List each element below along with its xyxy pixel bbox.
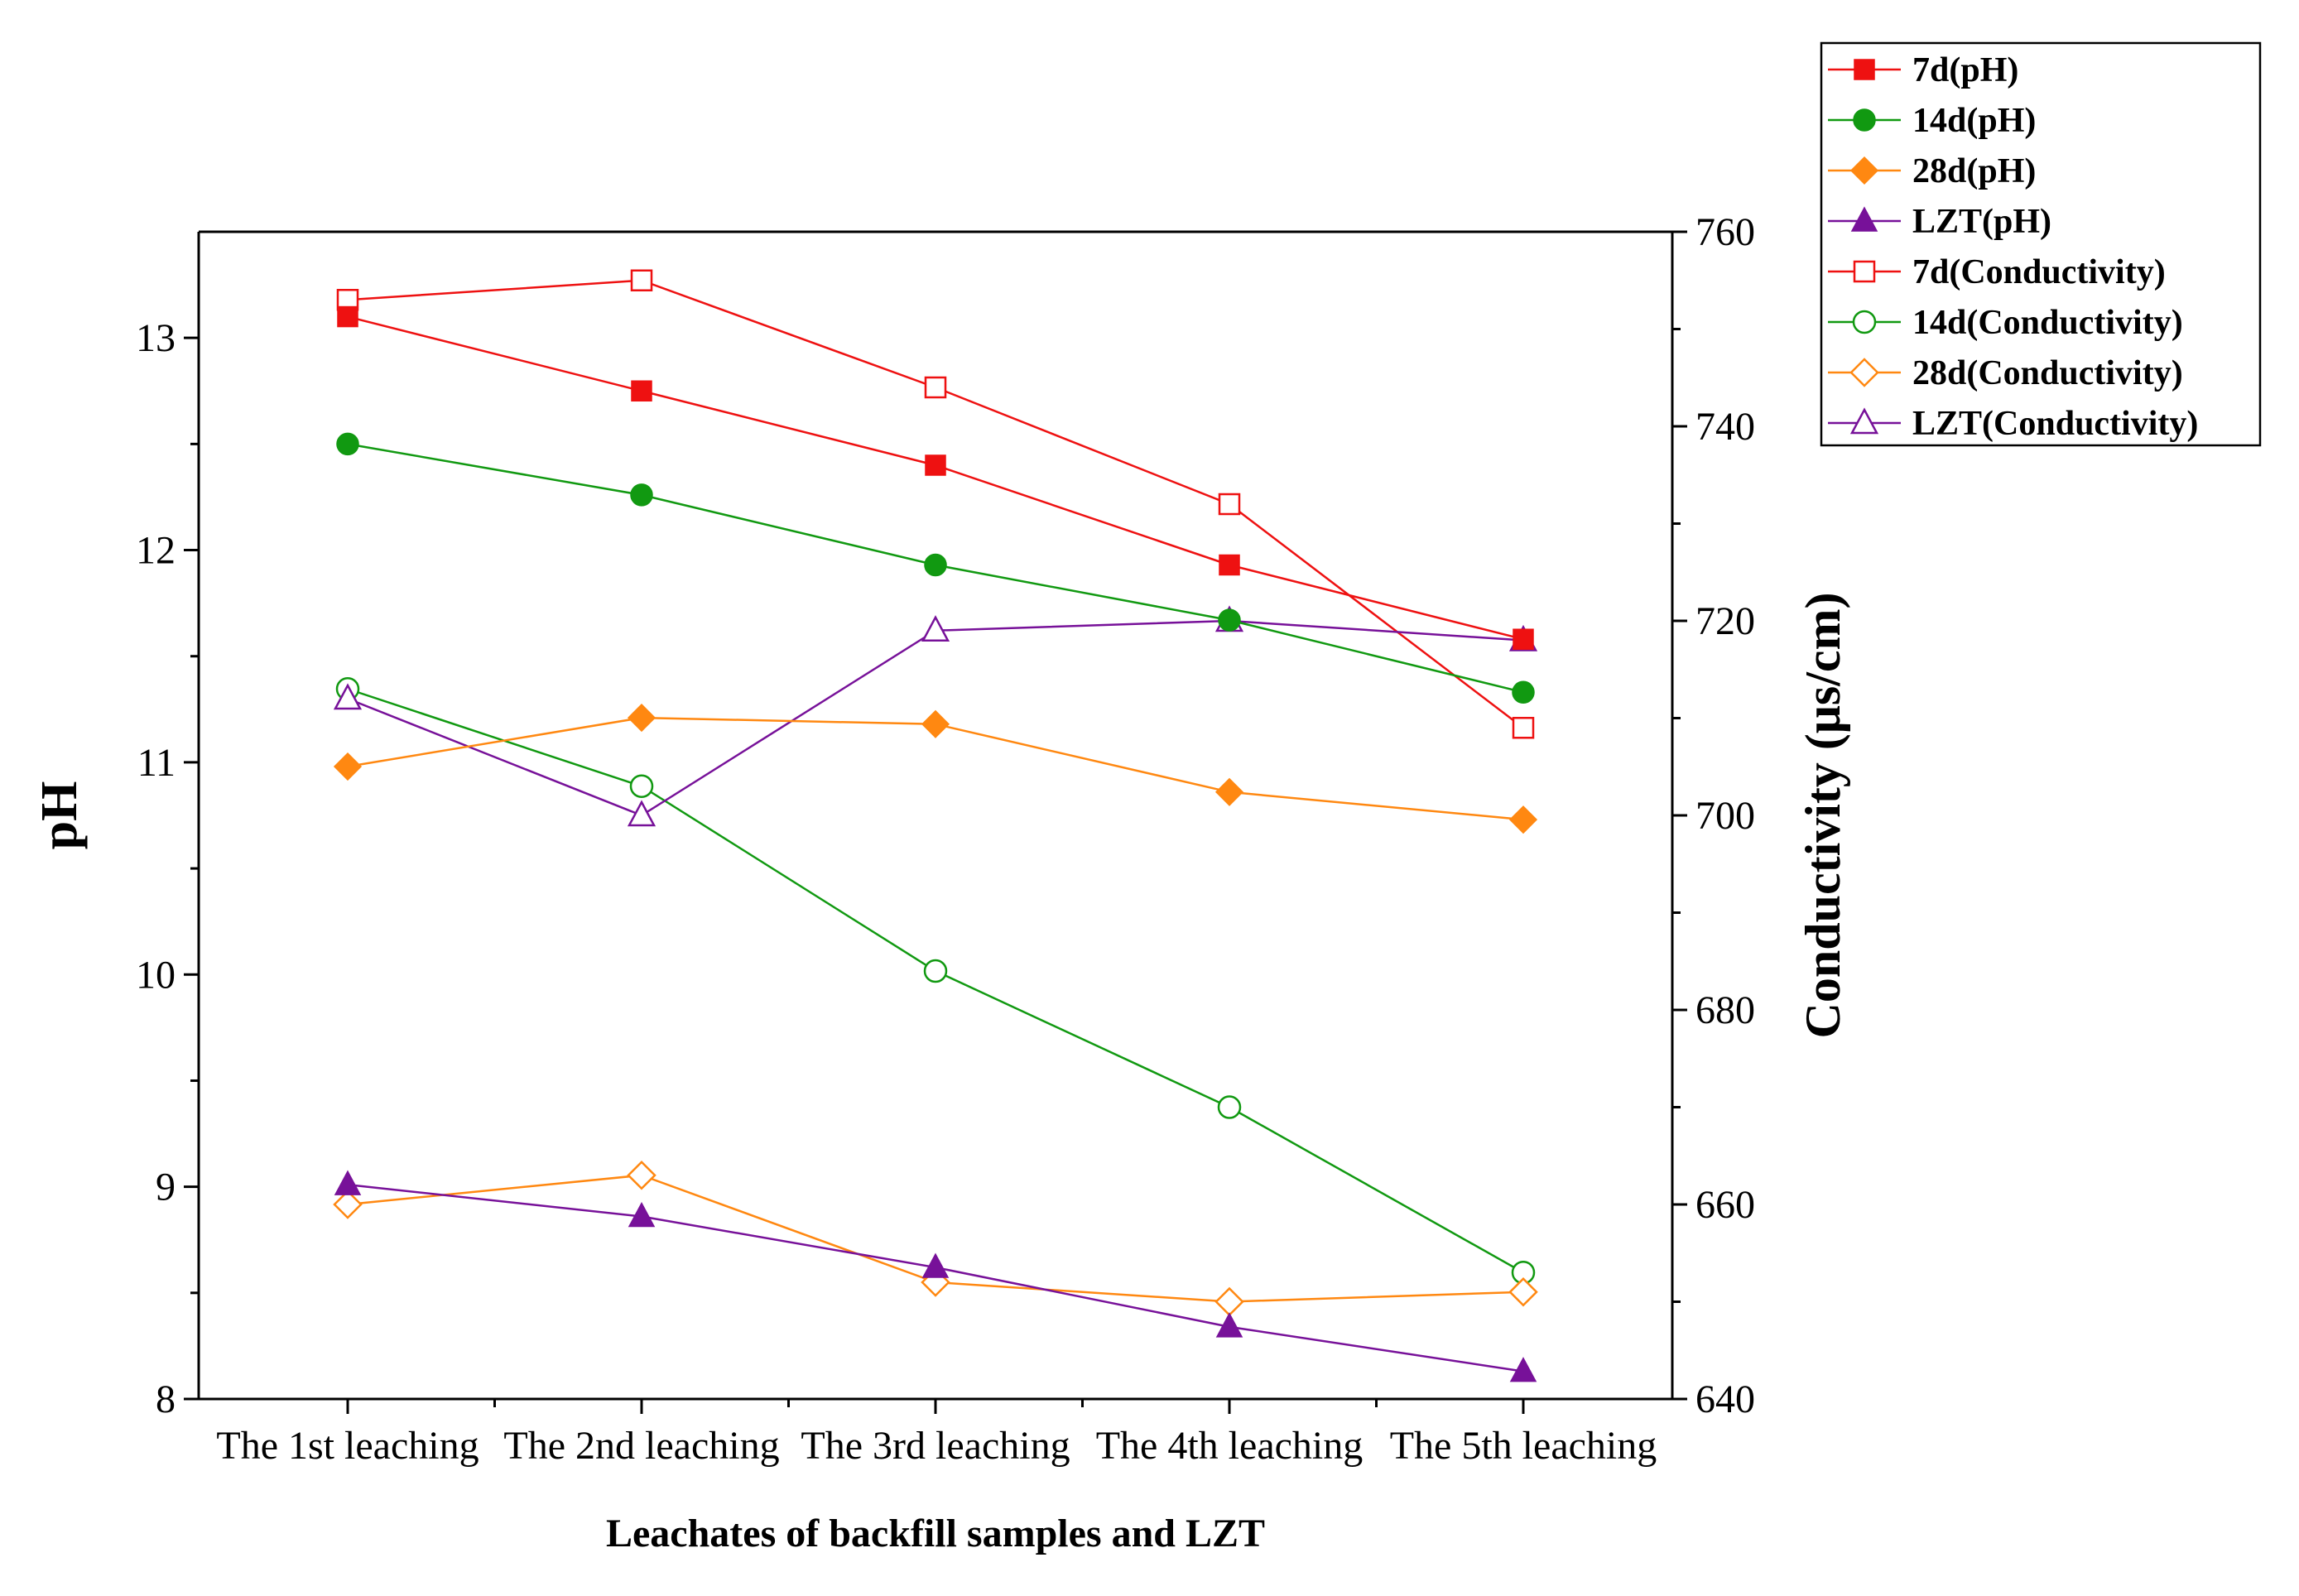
28d-conductivity-point: [627, 1160, 657, 1190]
lzt-ph-point: [921, 1252, 950, 1278]
left-y-tick-label: 13: [136, 316, 176, 360]
legend-marker-28d-ph: [1849, 156, 1879, 185]
legend-marker-7d-ph: [1854, 59, 1875, 80]
7d-ph-point: [1219, 554, 1240, 576]
7d-ph-point: [1513, 628, 1534, 650]
lzt-conductivity-point: [333, 683, 363, 710]
7d-ph-point: [631, 380, 652, 402]
28d-ph-point: [627, 704, 657, 733]
right-y-tick-label: 760: [1695, 210, 1755, 254]
right-y-tick-label: 720: [1695, 599, 1755, 643]
28d-ph-point: [333, 752, 363, 781]
7d-ph-line: [347, 315, 1524, 641]
plot-frame: [197, 230, 1674, 1401]
legend-marker-28d-conductivity: [1849, 358, 1879, 387]
series-markers: [333, 269, 1538, 1382]
7d-conductivity-line: [347, 279, 1524, 729]
28d-conductivity-point: [333, 1190, 363, 1219]
legend-label-7d-conductivity: 7d(Conductivity): [1912, 253, 2166, 291]
legend-marker-7d-conductivity: [1853, 260, 1876, 283]
x-axis-title: Leachates of backfill samples and LZT: [606, 1512, 1265, 1555]
7d-ph-point: [925, 454, 946, 476]
14d-ph-point: [924, 553, 947, 577]
left-y-tick-label: 8: [156, 1377, 176, 1421]
14d-ph-point: [1512, 680, 1535, 704]
legend-label-lzt-ph: LZT(pH): [1912, 203, 2051, 241]
right-y-tick-label: 700: [1695, 794, 1755, 838]
legend: 7d(pH) 14d(pH) 28d(pH) LZT(pH) 7d(Conductivi…: [1820, 41, 2262, 447]
14d-conductivity-point: [1217, 1095, 1242, 1119]
7d-conductivity-point: [1218, 493, 1241, 516]
7d-conductivity-point: [924, 376, 947, 399]
legend-box: [1820, 41, 2262, 447]
left-y-tick-label: 10: [136, 953, 176, 997]
28d-ph-point: [1214, 777, 1244, 806]
left-y-axis-title: pH: [31, 781, 88, 850]
x-tick-label: The 3rd leaching: [801, 1424, 1070, 1468]
legend-label-7d-ph: 7d(pH): [1912, 51, 2018, 89]
legend-marker-14d-ph: [1853, 108, 1876, 132]
7d-conductivity-point: [630, 269, 653, 291]
14d-ph-point: [336, 432, 359, 456]
left-y-tick-label: 12: [136, 529, 176, 573]
x-tick-label: The 1st leaching: [216, 1424, 479, 1468]
28d-ph-point: [1508, 805, 1538, 834]
legend-label-28d-conductivity: 28d(Conductivity): [1912, 354, 2183, 392]
legend-marker-lzt-conductivity: [1849, 407, 1879, 435]
right-y-tick-label: 680: [1695, 988, 1755, 1032]
lzt-conductivity-point: [627, 800, 657, 827]
lzt-ph-point: [334, 1170, 362, 1195]
28d-ph-point: [921, 709, 950, 738]
lzt-ph-point: [1215, 1312, 1243, 1338]
lzt-ph-point: [628, 1201, 656, 1228]
legend-label-28d-ph: 28d(pH): [1912, 152, 2036, 190]
14d-conductivity-point: [923, 959, 948, 983]
right-y-tick-label: 740: [1695, 405, 1755, 449]
lzt-conductivity-point: [921, 615, 950, 642]
legend-label-14d-ph: 14d(pH): [1912, 102, 2036, 140]
legend-marker-14d-conductivity: [1852, 310, 1877, 334]
7d-ph-point: [337, 305, 358, 328]
right-y-tick-label: 640: [1695, 1377, 1755, 1421]
14d-ph-point: [630, 483, 653, 507]
x-tick-label: The 5th leaching: [1390, 1424, 1657, 1468]
tick-group: 8 9 10 11 12 13 640 660 680 700 720 740 760 The 1st l…: [136, 210, 1755, 1468]
14d-conductivity-point: [629, 774, 654, 798]
series-lines: [347, 279, 1524, 1372]
14d-ph-point: [1218, 608, 1241, 632]
legend-marker-lzt-ph: [1850, 206, 1878, 232]
left-y-tick-label: 11: [137, 741, 176, 785]
lzt-ph-point: [1509, 1357, 1537, 1382]
28d-conductivity-point: [1508, 1276, 1538, 1307]
legend-label-14d-conductivity: 14d(Conductivity): [1912, 304, 2183, 342]
legend-label-lzt-conductivity: LZT(Conductivity): [1912, 405, 2198, 443]
right-y-axis-title: Conductivity (μs/cm): [1796, 593, 1850, 1039]
28d-conductivity-point: [1214, 1286, 1244, 1317]
x-tick-label: The 2nd leaching: [503, 1424, 779, 1468]
left-y-tick-label: 9: [156, 1166, 176, 1209]
right-y-tick-label: 660: [1695, 1183, 1755, 1227]
x-tick-label: The 4th leaching: [1096, 1424, 1364, 1468]
7d-conductivity-point: [1512, 717, 1535, 739]
